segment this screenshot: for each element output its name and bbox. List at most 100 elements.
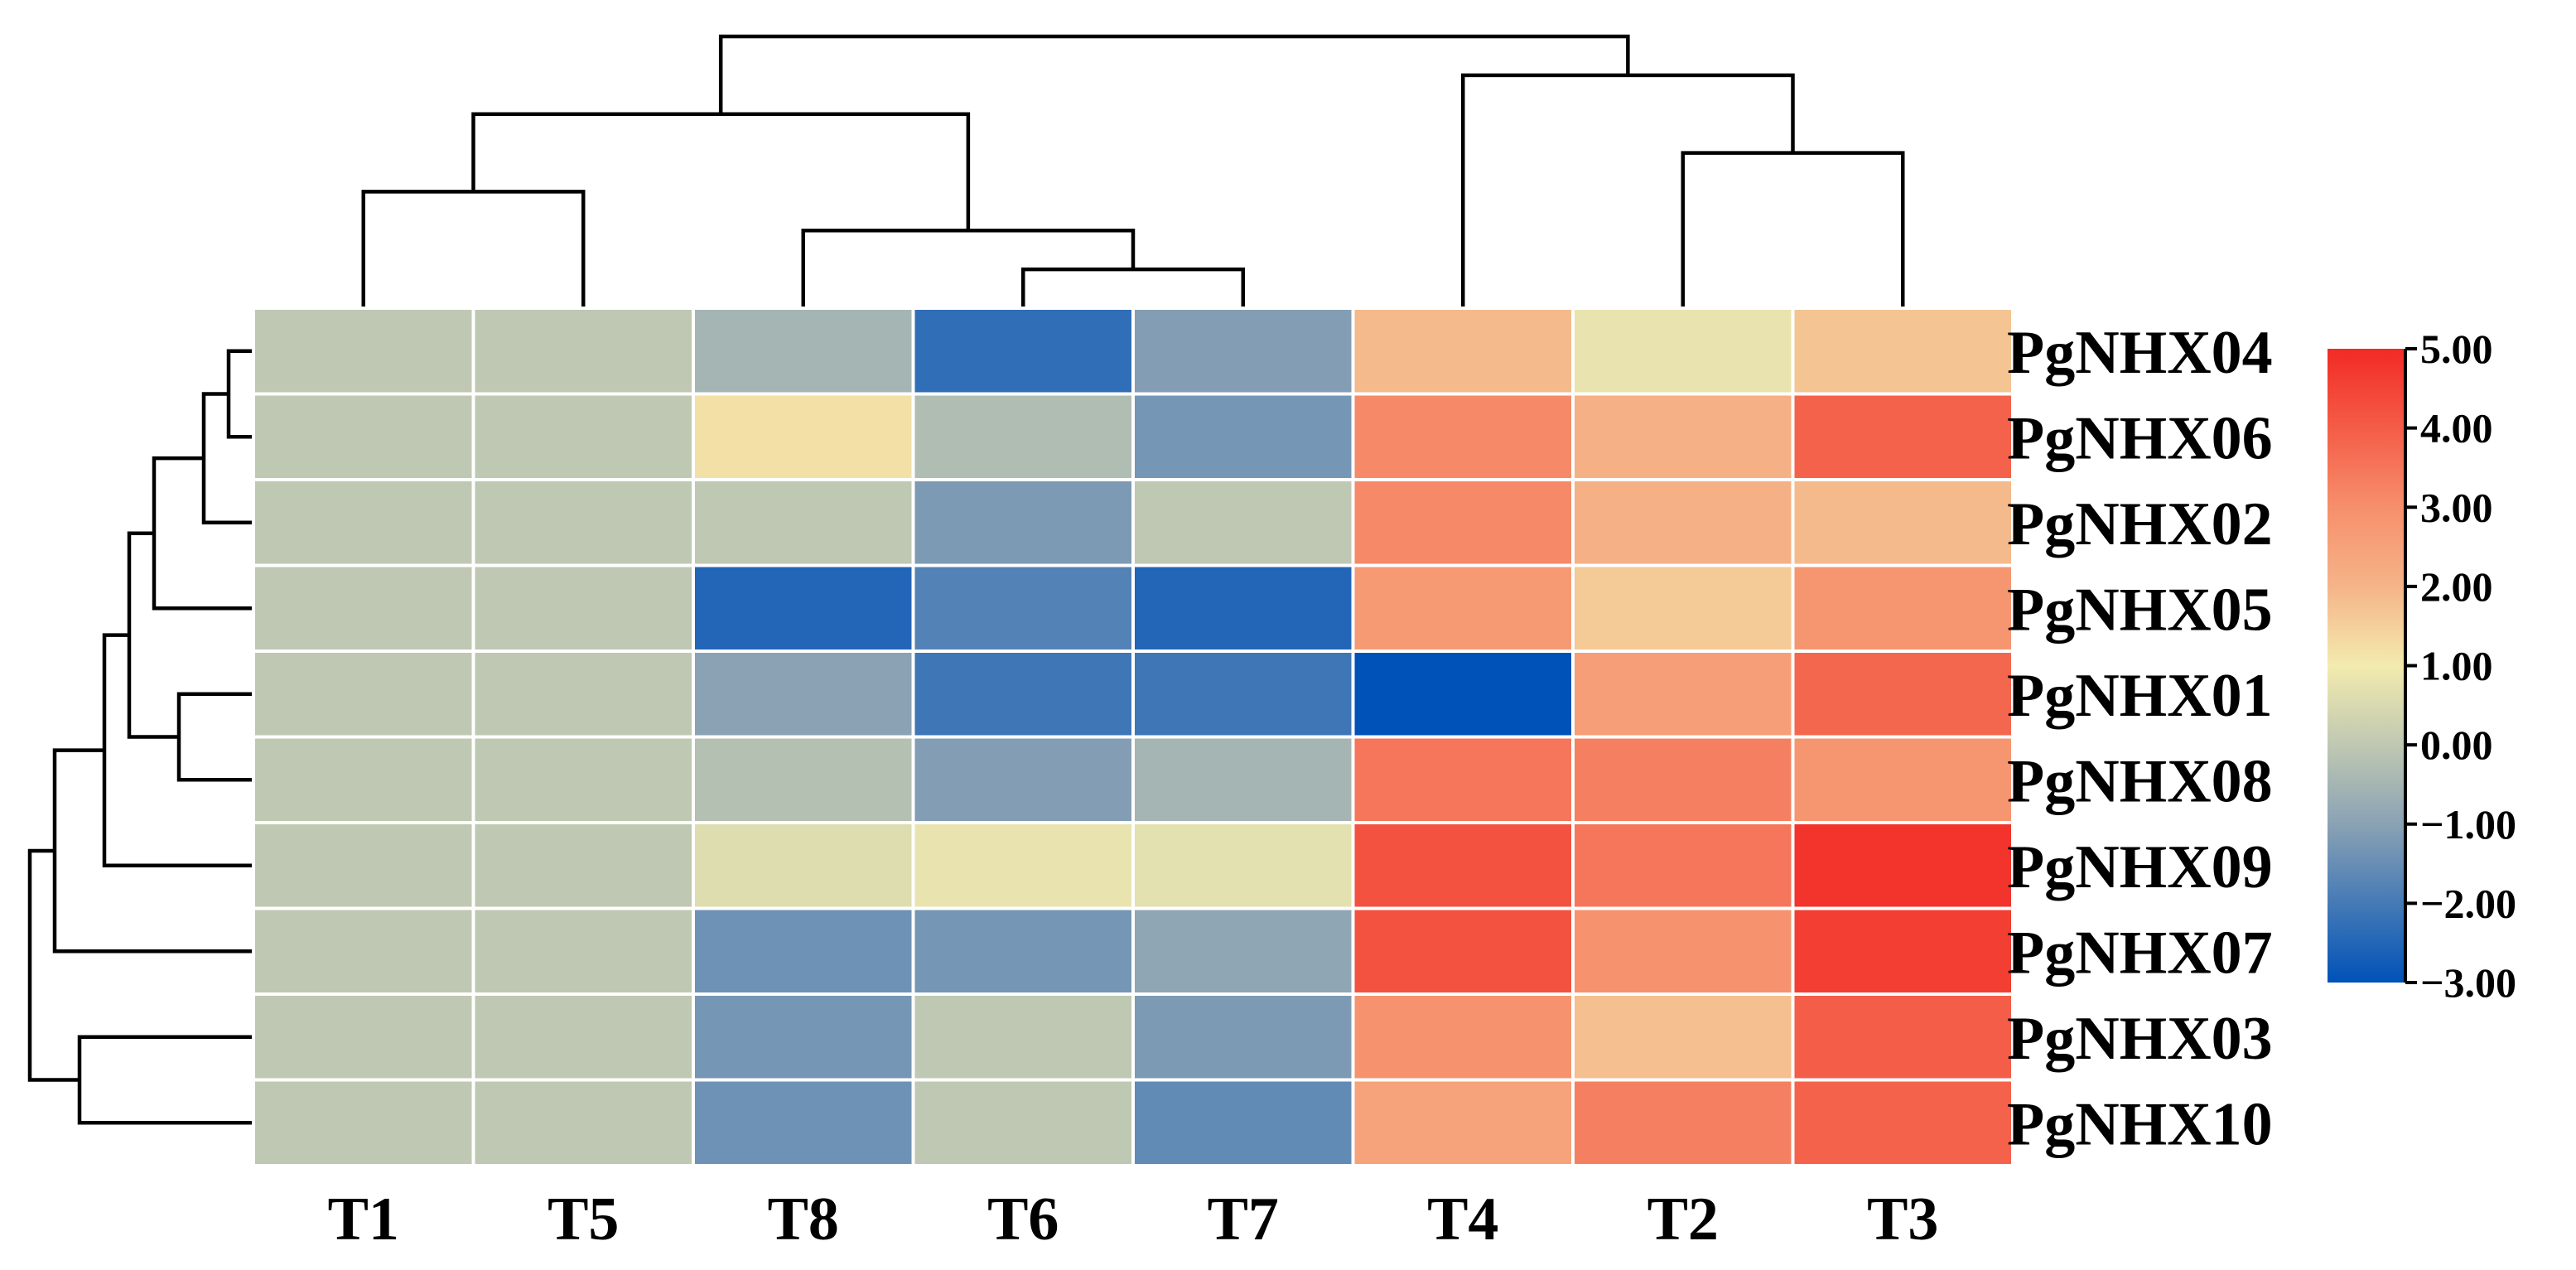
heatmap-cell-PgNHX01-T5 <box>471 649 695 739</box>
column-label-T2: T2 <box>1647 1185 1719 1253</box>
column-dendrogram-link-4 <box>1681 151 1905 308</box>
heatmap-cell-PgNHX06-T3 <box>1791 392 2014 481</box>
row-label-PgNHX05: PgNHX05 <box>2007 576 2273 644</box>
heatmap-cell-PgNHX02-T7 <box>1131 478 1355 567</box>
heatmap-cell-PgNHX06-T2 <box>1571 392 1795 481</box>
heatmap-cell-PgNHX03-T7 <box>1131 992 1355 1082</box>
column-dendrogram-link-1 <box>1021 267 1245 308</box>
heatmap-cell-PgNHX09-T8 <box>692 821 915 910</box>
heatmap-cell-PgNHX06-T5 <box>471 392 695 481</box>
heatmap-cell-PgNHX03-T3 <box>1791 992 2014 1082</box>
column-label-T5: T5 <box>548 1185 619 1253</box>
heatmap-cell-PgNHX04-T7 <box>1131 307 1355 396</box>
row-dendrogram-link-9 <box>27 848 80 1082</box>
heatmap-cell-PgNHX02-T2 <box>1571 478 1795 567</box>
row-label-PgNHX10: PgNHX10 <box>2007 1090 2273 1158</box>
heatmap-cell-PgNHX10-T5 <box>471 1078 695 1167</box>
heatmap-cell-PgNHX08-T1 <box>252 735 475 824</box>
heatmap-cell-PgNHX07-T7 <box>1131 906 1355 996</box>
heatmap-cell-PgNHX02-T6 <box>911 478 1135 567</box>
heatmap-cell-PgNHX06-T1 <box>252 392 475 481</box>
heatmap-cell-PgNHX08-T6 <box>911 735 1135 824</box>
heatmap-cell-PgNHX09-T5 <box>471 821 695 910</box>
column-labels: T1 T5 T8 T6 T7 T4 T2 T3 <box>328 1185 1939 1253</box>
heatmap-cell-PgNHX07-T1 <box>252 906 475 996</box>
heatmap-cell-PgNHX10-T4 <box>1351 1078 1575 1167</box>
heatmap-cell-PgNHX04-T3 <box>1791 307 2014 396</box>
heatmap-cell-PgNHX09-T2 <box>1571 821 1795 910</box>
heatmap-cell-PgNHX10-T2 <box>1571 1078 1795 1167</box>
column-label-T6: T6 <box>987 1185 1059 1253</box>
heatmap-cell-PgNHX08-T2 <box>1571 735 1795 824</box>
heatmap-cell-PgNHX03-T2 <box>1571 992 1795 1082</box>
heatmap-cell-PgNHX04-T8 <box>692 307 915 396</box>
row-dendrogram-link-1 <box>226 349 253 439</box>
heatmap-cell-PgNHX04-T5 <box>471 307 695 396</box>
heatmap-cells <box>252 307 2014 1167</box>
heatmap-cell-PgNHX05-T1 <box>252 563 475 653</box>
column-dendrogram-link-5 <box>471 112 971 231</box>
heatmap-cell-PgNHX04-T6 <box>911 307 1135 396</box>
heatmap-cell-PgNHX07-T5 <box>471 906 695 996</box>
heatmap-cell-PgNHX07-T4 <box>1351 906 1575 996</box>
row-dendrogram-link-7 <box>77 1035 253 1125</box>
heatmap-cell-PgNHX03-T6 <box>911 992 1135 1082</box>
row-dendrogram <box>27 349 253 1125</box>
heatmap-cell-PgNHX03-T1 <box>252 992 475 1082</box>
heatmap-cell-PgNHX01-T1 <box>252 649 475 739</box>
heatmap-cell-PgNHX07-T6 <box>911 906 1135 996</box>
row-label-PgNHX02: PgNHX02 <box>2007 490 2273 558</box>
heatmap-cell-PgNHX05-T3 <box>1791 563 2014 653</box>
row-label-PgNHX08: PgNHX08 <box>2007 747 2273 815</box>
column-label-T8: T8 <box>768 1185 839 1253</box>
column-label-T4: T4 <box>1427 1185 1498 1253</box>
heatmap-cell-PgNHX01-T7 <box>1131 649 1355 739</box>
column-dendrogram-link-2 <box>801 229 1136 308</box>
heatmap-cell-PgNHX02-T5 <box>471 478 695 567</box>
colorbar-gradient <box>2328 349 2405 983</box>
heatmap-cell-PgNHX07-T2 <box>1571 906 1795 996</box>
heatmap-cell-PgNHX06-T7 <box>1131 392 1355 481</box>
column-label-T7: T7 <box>1208 1185 1279 1253</box>
colorbar: 5.00 4.00 3.00 2.00 1.00 0.00 −1.00 −2.00 −3.00 <box>2328 326 2516 1006</box>
heatmap-cell-PgNHX05-T4 <box>1351 563 1575 653</box>
heatmap-cell-PgNHX10-T8 <box>692 1078 915 1167</box>
row-labels: PgNHX04 PgNHX06 PgNHX02 PgNHX05 PgNHX01 PgNHX… <box>2007 319 2273 1159</box>
row-dendrogram-link-3 <box>176 692 253 782</box>
row-label-PgNHX04: PgNHX04 <box>2007 319 2273 387</box>
heatmap-cell-PgNHX06-T4 <box>1351 392 1575 481</box>
heatmap-cell-PgNHX04-T4 <box>1351 307 1575 396</box>
heatmap-cell-PgNHX02-T4 <box>1351 478 1575 567</box>
heatmap-cell-PgNHX01-T2 <box>1571 649 1795 739</box>
heatmap-cell-PgNHX04-T1 <box>252 307 475 396</box>
heatmap-cell-PgNHX08-T3 <box>1791 735 2014 824</box>
column-dendrogram-link-3 <box>361 190 586 308</box>
row-label-PgNHX06: PgNHX06 <box>2007 404 2273 472</box>
colorbar-tick-label: 0.00 <box>2420 722 2493 768</box>
heatmap-cell-PgNHX10-T6 <box>911 1078 1135 1167</box>
heatmap-cell-PgNHX06-T8 <box>692 392 915 481</box>
heatmap-cell-PgNHX07-T8 <box>692 906 915 996</box>
heatmap-cell-PgNHX05-T2 <box>1571 563 1795 653</box>
heatmap-cell-PgNHX02-T3 <box>1791 478 2014 567</box>
heatmap-cell-PgNHX06-T6 <box>911 392 1135 481</box>
heatmap-cell-PgNHX01-T3 <box>1791 649 2014 739</box>
colorbar-tick-label: −1.00 <box>2420 801 2516 847</box>
heatmap-cell-PgNHX09-T7 <box>1131 821 1355 910</box>
heatmap-cell-PgNHX03-T5 <box>471 992 695 1082</box>
heatmap-cell-PgNHX09-T1 <box>252 821 475 910</box>
heatmap-cell-PgNHX08-T5 <box>471 735 695 824</box>
heatmap-cell-PgNHX02-T8 <box>692 478 915 567</box>
heatmap-cell-PgNHX08-T7 <box>1131 735 1355 824</box>
colorbar-tick-label: −2.00 <box>2420 880 2516 926</box>
heatmap-cell-PgNHX09-T4 <box>1351 821 1575 910</box>
heatmap-cell-PgNHX01-T6 <box>911 649 1135 739</box>
heatmap-cell-PgNHX03-T4 <box>1351 992 1575 1082</box>
heatmap-cell-PgNHX03-T8 <box>692 992 915 1082</box>
column-label-T1: T1 <box>328 1185 399 1253</box>
column-dendrogram <box>361 34 1905 308</box>
colorbar-tick-label: −3.00 <box>2420 959 2516 1006</box>
heatmap-cell-PgNHX05-T5 <box>471 563 695 653</box>
column-label-T3: T3 <box>1867 1185 1938 1253</box>
